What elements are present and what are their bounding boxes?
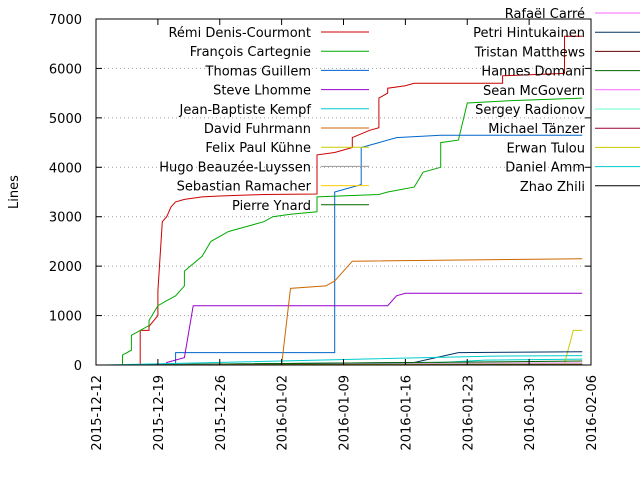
legend-label: Erwan Tulou <box>506 141 585 156</box>
series-line-3 <box>104 292 583 366</box>
legend-label: Pierre Ynard <box>232 199 311 214</box>
series-line-0 <box>104 35 583 366</box>
grid-lines <box>96 67 591 317</box>
x-tick-label: 2015-12-19 <box>152 375 167 451</box>
x-tick-label: 2016-02-06 <box>585 375 600 451</box>
x-tick-label: 2016-01-23 <box>461 375 476 451</box>
x-axis-ticks: 2015-12-12 2015-12-19 2015-12-26 2016-01-02… <box>90 19 600 451</box>
legend-label: Thomas Guillem <box>205 64 311 79</box>
y-tick-label: 2000 <box>49 260 82 275</box>
x-tick-label: 2016-01-09 <box>338 375 353 451</box>
legend-label: Daniel Amm <box>505 161 585 176</box>
y-tick-label: 5000 <box>49 112 82 127</box>
legend-label: Jean-Baptiste Kempf <box>179 103 312 118</box>
legend-label: Rémi Denis-Courmont <box>168 26 311 41</box>
y-tick-label: 4000 <box>49 161 82 176</box>
x-tick-label: 2016-01-02 <box>276 375 291 451</box>
x-tick-label: 2016-01-16 <box>399 375 414 451</box>
legend-label: Sebastian Ramacher <box>177 180 312 195</box>
legend-label: Felix Paul Kühne <box>205 141 311 156</box>
legend-label: Hugo Beauzée-Luyssen <box>159 160 311 175</box>
y-tick-label: 0 <box>74 359 82 374</box>
x-tick-label: 2015-12-12 <box>90 375 105 451</box>
legend-label: Hannes Domani <box>481 65 585 80</box>
series-line-13 <box>104 360 583 366</box>
legend-label: Sergey Radionov <box>475 103 585 118</box>
legend-label: Tristan Matthews <box>474 45 585 60</box>
y-tick-label: 7000 <box>49 13 82 28</box>
series-line-5 <box>104 258 583 366</box>
y-tick-label: 3000 <box>49 211 82 226</box>
series-line-1 <box>122 97 583 365</box>
series-line-2 <box>104 134 583 366</box>
x-tick-label: 2015-12-26 <box>214 375 229 451</box>
legend-label: François Cartegnie <box>190 45 311 60</box>
legend-label: Petri Hintukainen <box>473 26 585 41</box>
x-tick-label: 2016-01-30 <box>523 375 538 451</box>
legend-label: David Fuhrmann <box>204 122 311 137</box>
legend-label: Rafaël Carré <box>505 7 585 22</box>
y-tick-label: 1000 <box>49 310 82 325</box>
legend: Rémi Denis-Courmont François Cartegnie Tho… <box>159 7 640 214</box>
y-axis-ticks: 0 1000 2000 3000 4000 5000 6000 7000 <box>49 13 591 374</box>
legend-label: Sean McGovern <box>483 84 585 99</box>
legend-label: Michael Tänzer <box>488 122 585 137</box>
series-line-18 <box>104 355 583 366</box>
legend-label: Steve Lhomme <box>213 84 311 99</box>
legend-label: Zhao Zhili <box>520 180 585 195</box>
y-tick-label: 6000 <box>49 62 82 77</box>
y-axis-label: Lines <box>7 175 22 209</box>
